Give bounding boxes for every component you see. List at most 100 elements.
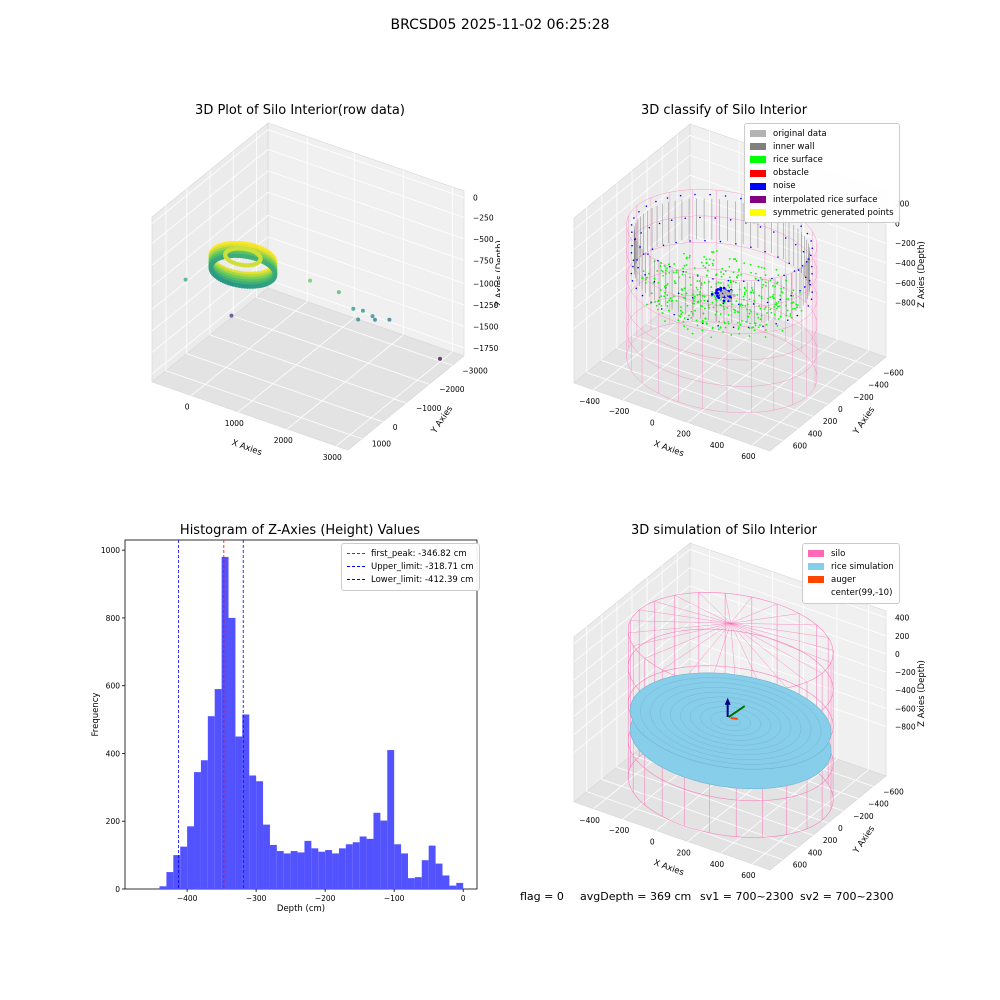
rice-surface-point — [760, 295, 763, 298]
rice-surface-point — [666, 301, 669, 304]
z-tick-label: 200 — [895, 632, 910, 641]
rice-surface-point — [673, 263, 676, 265]
rice-surface-point — [660, 262, 663, 264]
rice-surface-point — [732, 271, 735, 274]
rice-surface-point — [675, 299, 678, 302]
noise-point — [811, 291, 814, 293]
y-tick-label: −200 — [853, 393, 874, 402]
histogram-bar — [249, 775, 257, 889]
x-axis-label: X Axies — [652, 439, 685, 459]
rice-surface-point — [748, 298, 751, 301]
histogram-bar — [276, 851, 284, 889]
rice-surface-point — [642, 270, 645, 273]
legend-item: rice surface — [750, 153, 894, 166]
noise-point — [633, 217, 635, 219]
rice-surface-point — [715, 250, 718, 252]
histogram-bar — [366, 838, 374, 889]
rice-surface-point — [761, 278, 763, 281]
z-axis-label: Z Axies (Depth) — [917, 660, 927, 727]
rice-surface-point — [785, 279, 787, 282]
y-tick-label: 1000 — [372, 440, 391, 449]
raw-scatter-point — [372, 317, 377, 322]
rice-mesh-line — [640, 677, 822, 765]
rice-surface-point — [696, 280, 699, 282]
rice-surface-point — [724, 270, 727, 273]
rice-surface-point — [782, 286, 785, 289]
rice-surface-point — [693, 295, 696, 298]
classify-legend: original data inner wall rice surface ob… — [744, 123, 900, 224]
noise-point — [811, 265, 813, 268]
z-tick-label: −200 — [895, 239, 916, 248]
raw-scatter-point — [437, 356, 442, 361]
y-tick-label: −600 — [883, 787, 904, 796]
silo-roof-line — [730, 623, 829, 638]
original-data-point — [728, 298, 732, 301]
rice-surface-point — [779, 294, 782, 297]
rice-surface-point — [699, 286, 702, 289]
rice-surface-point — [759, 307, 762, 310]
rice-surface-point — [772, 285, 774, 287]
x-tick-label: −400 — [177, 894, 198, 903]
rice-surface-point — [737, 274, 739, 276]
original-data-point — [725, 296, 729, 300]
rice-surface-point — [717, 281, 720, 284]
legend-label: symmetric generated points — [773, 207, 894, 218]
rice-surface-point — [726, 306, 729, 309]
rice-surface-point — [659, 289, 662, 292]
rice-surface-point — [675, 271, 678, 274]
raw-scatter-point — [183, 277, 188, 282]
rice-surface-point — [701, 294, 704, 297]
rice-surface-point — [735, 300, 738, 302]
rice-mesh-line — [660, 687, 802, 756]
rice-surface-point — [698, 293, 701, 296]
rice-surface-point — [682, 321, 685, 323]
grid-line — [573, 639, 887, 735]
grid-line — [616, 766, 814, 836]
rice-surface-point — [682, 267, 685, 270]
histogram-bar — [311, 848, 319, 889]
z-tick-label: −600 — [895, 704, 916, 713]
rice-surface-point — [753, 322, 756, 325]
rice-surface-point — [688, 254, 691, 257]
noise-point — [740, 197, 742, 200]
rice-surface-point — [759, 324, 761, 326]
rice-surface-point — [715, 282, 718, 285]
histogram-bar — [414, 877, 422, 889]
rice-surface-point — [766, 312, 768, 314]
rice-surface-point — [711, 262, 714, 265]
y-tick-label: −400 — [868, 381, 889, 390]
noise-point — [729, 219, 732, 221]
z-tick-label: −800 — [895, 723, 916, 732]
rice-surface-point — [665, 284, 668, 287]
rice-surface-point — [686, 328, 689, 331]
y-tick-label: 400 — [808, 429, 823, 438]
histogram-bar — [242, 714, 250, 889]
histogram-bar — [421, 860, 429, 889]
noise-point — [735, 243, 737, 245]
rice-surface-point — [765, 323, 768, 326]
rice-mesh-line — [650, 682, 812, 760]
rice-surface-point — [776, 325, 779, 327]
rice-surface-point — [733, 258, 735, 261]
noise-point — [752, 303, 755, 305]
rice-surface-point — [693, 302, 696, 305]
noise-point — [710, 292, 714, 296]
rice-surface-point — [738, 305, 741, 307]
legend-label: silo — [831, 548, 846, 559]
z-tick-label: −1250 — [473, 301, 499, 310]
legend-item: noise — [750, 180, 894, 193]
grid-line — [662, 311, 859, 380]
rice-surface-point — [657, 308, 659, 311]
noise-point — [796, 314, 799, 317]
x-tick-label: 3000 — [323, 453, 342, 462]
rice-surface-point — [679, 315, 682, 318]
rice-simulation-surface — [629, 672, 832, 770]
rice-surface-point — [663, 295, 666, 298]
y-tick-label: 400 — [106, 749, 121, 758]
rice-surface-point — [760, 314, 763, 317]
noise-point — [657, 259, 659, 262]
histogram-bar — [187, 826, 195, 889]
rice-surface-point — [646, 276, 648, 279]
rice-surface-point — [744, 304, 747, 307]
rice-surface-point — [664, 320, 666, 323]
